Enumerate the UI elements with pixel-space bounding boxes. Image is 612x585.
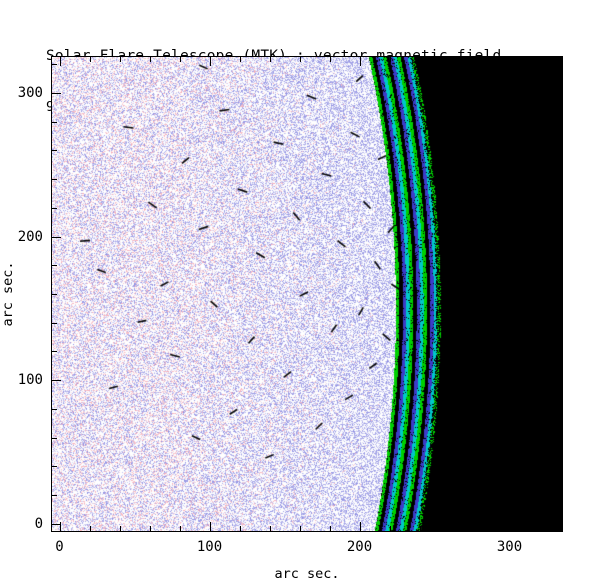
x-tick-label: 300 — [496, 539, 523, 555]
x-minor-tick — [120, 526, 121, 531]
y-minor-tick — [52, 294, 57, 295]
x-minor-tick-top — [180, 57, 181, 62]
x-minor-tick-top — [540, 57, 541, 62]
y-major-tick — [52, 380, 61, 381]
x-minor-tick-top — [300, 57, 301, 62]
magnetogram-image — [52, 57, 562, 531]
x-minor-tick-top — [420, 57, 421, 62]
y-minor-tick — [52, 265, 57, 266]
y-axis-title: arc sec. — [0, 261, 16, 327]
y-major-tick-right — [553, 380, 562, 381]
y-major-tick-right — [553, 237, 562, 238]
x-minor-tick — [150, 526, 151, 531]
x-major-tick — [210, 522, 211, 531]
x-minor-tick — [240, 526, 241, 531]
x-minor-tick — [450, 526, 451, 531]
y-minor-tick — [52, 179, 57, 180]
x-major-tick — [360, 522, 361, 531]
y-major-tick — [52, 237, 61, 238]
x-minor-tick-top — [390, 57, 391, 62]
y-minor-tick-right — [557, 323, 562, 324]
y-minor-tick-right — [557, 208, 562, 209]
x-minor-tick — [390, 526, 391, 531]
y-minor-tick-right — [557, 294, 562, 295]
y-minor-tick-right — [557, 64, 562, 65]
x-tick-label: 200 — [346, 539, 373, 555]
x-minor-tick-top — [90, 57, 91, 62]
y-major-tick-right — [553, 524, 562, 525]
x-minor-tick — [270, 526, 271, 531]
x-minor-tick — [90, 526, 91, 531]
x-tick-label: 0 — [55, 539, 64, 555]
x-minor-tick — [300, 526, 301, 531]
y-minor-tick-right — [557, 495, 562, 496]
x-minor-tick — [420, 526, 421, 531]
x-axis-title: arc sec. — [274, 566, 340, 582]
x-minor-tick — [330, 526, 331, 531]
y-minor-tick — [52, 122, 57, 123]
x-major-tick-top — [360, 57, 361, 66]
y-tick-label: 200 — [17, 228, 43, 245]
y-minor-tick — [52, 466, 57, 467]
y-minor-tick-right — [557, 122, 562, 123]
x-minor-tick — [180, 526, 181, 531]
x-major-tick — [60, 522, 61, 531]
x-major-tick-top — [510, 57, 511, 66]
y-minor-tick-right — [557, 179, 562, 180]
x-minor-tick-top — [240, 57, 241, 62]
x-minor-tick — [480, 526, 481, 531]
y-tick-label: 0 — [34, 515, 43, 532]
y-minor-tick-right — [557, 438, 562, 439]
x-minor-tick-top — [270, 57, 271, 62]
y-minor-tick — [52, 150, 57, 151]
y-major-tick-right — [553, 93, 562, 94]
y-minor-tick-right — [557, 351, 562, 352]
x-minor-tick-top — [480, 57, 481, 62]
x-minor-tick — [540, 526, 541, 531]
y-minor-tick — [52, 438, 57, 439]
x-minor-tick-top — [330, 57, 331, 62]
y-minor-tick — [52, 208, 57, 209]
y-minor-tick — [52, 351, 57, 352]
y-minor-tick-right — [557, 150, 562, 151]
y-minor-tick — [52, 323, 57, 324]
y-minor-tick — [52, 64, 57, 65]
x-tick-label: 100 — [196, 539, 223, 555]
y-major-tick — [52, 93, 61, 94]
plot-area — [51, 56, 563, 532]
y-tick-label: 300 — [17, 84, 43, 101]
y-minor-tick-right — [557, 409, 562, 410]
y-major-tick — [52, 524, 61, 525]
y-minor-tick — [52, 409, 57, 410]
x-minor-tick-top — [120, 57, 121, 62]
y-minor-tick-right — [557, 466, 562, 467]
x-minor-tick-top — [450, 57, 451, 62]
x-major-tick-top — [210, 57, 211, 66]
x-minor-tick-top — [150, 57, 151, 62]
x-major-tick — [510, 522, 511, 531]
y-minor-tick — [52, 495, 57, 496]
y-minor-tick-right — [557, 265, 562, 266]
x-major-tick-top — [60, 57, 61, 66]
y-tick-label: 100 — [17, 372, 43, 389]
